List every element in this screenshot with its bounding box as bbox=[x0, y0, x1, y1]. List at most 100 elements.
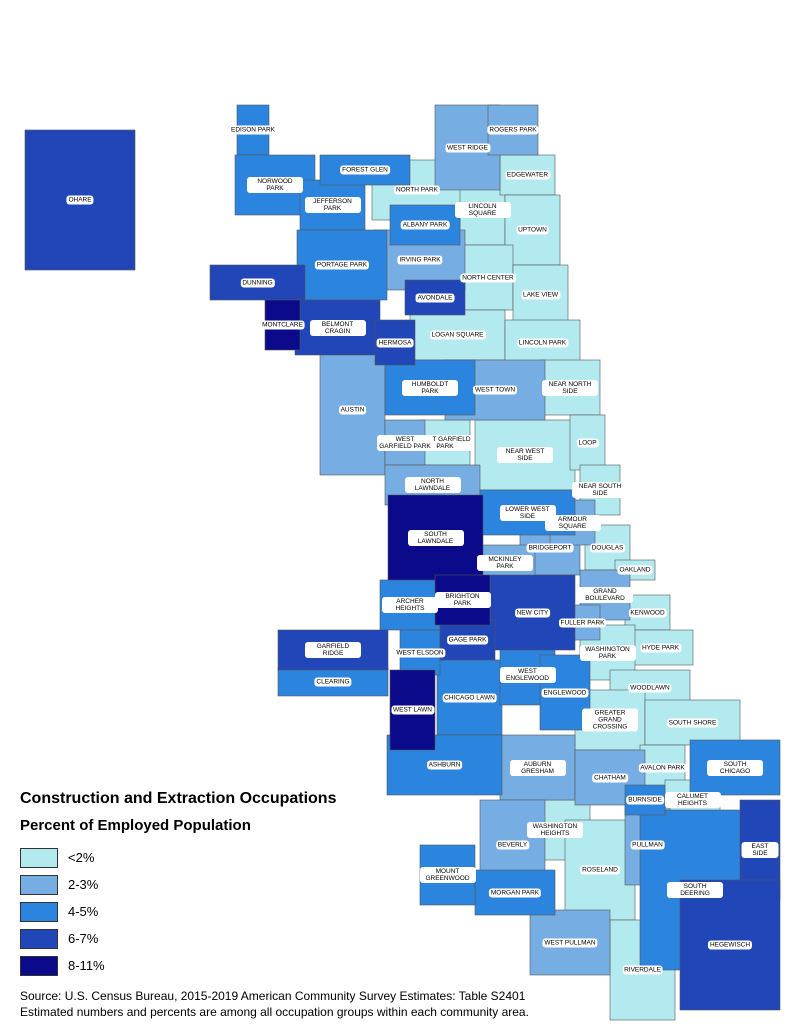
legend-swatch bbox=[20, 901, 58, 922]
area-label: ROGERS PARK bbox=[487, 125, 539, 135]
area-label: WEST ELSDON bbox=[394, 648, 446, 657]
area-label: EDISON PARK bbox=[229, 125, 277, 135]
area-label: NORTH PARK bbox=[393, 185, 441, 195]
legend-swatch bbox=[20, 928, 58, 949]
area-label: GAGE PARK bbox=[446, 635, 489, 645]
area-label: JEFFERSON PARK bbox=[304, 197, 361, 213]
area-label: HEGEWISCH bbox=[707, 940, 753, 950]
source-line: Source: U.S. Census Bureau, 2015-2019 Am… bbox=[20, 989, 526, 1003]
area-label: NEAR SOUTH SIDE bbox=[572, 482, 628, 498]
area-label: BRIGHTON PARK bbox=[434, 592, 491, 608]
area-label: LOWER WEST SIDE bbox=[499, 504, 556, 521]
area-label: DOUGLAS bbox=[589, 543, 626, 552]
area-label: CHICAGO LAWN bbox=[442, 693, 497, 702]
map-subtitle: Percent of Employed Population bbox=[20, 817, 251, 834]
area-label: ROSELAND bbox=[580, 865, 620, 875]
area-label: CLEARING bbox=[314, 677, 352, 687]
area-label: OAKLAND bbox=[617, 565, 653, 575]
area-label: FULLER PARK bbox=[558, 618, 607, 627]
area-label: LINCOLN SQUARE bbox=[454, 202, 511, 218]
area-label: WEST GARFIELD PARK bbox=[377, 434, 433, 451]
legend-label: 4-5% bbox=[68, 904, 99, 919]
map-title: Construction and Extraction Occupations bbox=[20, 790, 337, 807]
area-label: BURNSIDE bbox=[626, 795, 664, 805]
area-label: CALUMET HEIGHTS bbox=[664, 792, 721, 808]
area-label: WEST RIDGE bbox=[444, 143, 491, 152]
area-label: HYDE PARK bbox=[639, 643, 682, 652]
legend-swatch bbox=[20, 955, 58, 976]
area-label: LOGAN SQUARE bbox=[429, 330, 486, 340]
area-label: WEST LAWN bbox=[390, 705, 435, 715]
area-label: PULLMAN bbox=[630, 840, 665, 850]
community-area bbox=[277, 667, 389, 697]
area-label: WEST ENGLEWOOD bbox=[499, 667, 556, 683]
area-label: ENGLEWOOD bbox=[541, 688, 589, 697]
area-label: HUMBOLDT PARK bbox=[402, 379, 458, 396]
area-label: NEW CITY bbox=[514, 608, 551, 617]
area-label: SOUTH DEERING bbox=[667, 882, 723, 898]
legend-item: 6-7% bbox=[20, 925, 105, 952]
area-label: LAKE VIEW bbox=[520, 290, 561, 300]
legend: <2% 2-3% 4-5% 6-7% 8-11% bbox=[20, 844, 105, 979]
area-label: ASHBURN bbox=[426, 760, 463, 770]
area-label: ARCHER HEIGHTS bbox=[382, 597, 438, 613]
area-label: LINCOLN PARK bbox=[516, 338, 569, 347]
area-label: GREATER GRAND CROSSING bbox=[582, 708, 638, 732]
area-label: NEAR NORTH SIDE bbox=[542, 379, 598, 396]
area-label: FOREST GLEN bbox=[340, 165, 390, 175]
area-label: AVONDALE bbox=[415, 293, 455, 302]
area-label: NORTH CENTER bbox=[460, 273, 516, 282]
legend-swatch bbox=[20, 874, 58, 895]
area-label: EAST SIDE bbox=[741, 842, 779, 858]
legend-item: <2% bbox=[20, 844, 105, 871]
area-label: GARFIELD RIDGE bbox=[305, 642, 361, 658]
area-label: PORTAGE PARK bbox=[314, 260, 370, 270]
area-label: BELMONT CRAGIN bbox=[309, 319, 366, 336]
legend-label: 2-3% bbox=[68, 877, 99, 892]
source-note: Source: U.S. Census Bureau, 2015-2019 Am… bbox=[20, 988, 529, 1020]
area-label: NEAR WEST SIDE bbox=[497, 447, 553, 463]
area-label: WASHINGTON PARK bbox=[579, 644, 636, 661]
area-label: SOUTH LAWNDALE bbox=[407, 529, 464, 546]
area-label: WOODLAWN bbox=[628, 683, 672, 692]
area-label: UPTOWN bbox=[516, 225, 549, 235]
area-label: MORGAN PARK bbox=[488, 888, 542, 897]
area-label: OHARE bbox=[66, 195, 94, 205]
area-label: RIVERDALE bbox=[622, 965, 663, 975]
area-label: BEVERLY bbox=[495, 840, 530, 850]
area-label: BRIDGEPORT bbox=[526, 543, 574, 552]
source-line: Estimated numbers and percents are among… bbox=[20, 1005, 529, 1019]
area-label: EDGEWATER bbox=[504, 170, 551, 180]
area-label: MCKINLEY PARK bbox=[477, 554, 533, 571]
legend-label: 6-7% bbox=[68, 931, 99, 946]
area-label: AUBURN GRESHAM bbox=[509, 759, 566, 776]
area-label: AUSTIN bbox=[338, 405, 367, 415]
area-label: HERMOSA bbox=[376, 338, 414, 347]
area-label: ARMOUR SQUARE bbox=[544, 514, 601, 531]
area-label: SOUTH CHICAGO bbox=[707, 759, 763, 776]
area-label: WEST PULLMAN bbox=[542, 938, 598, 947]
legend-item: 4-5% bbox=[20, 898, 105, 925]
area-label: LOOP bbox=[576, 438, 599, 447]
area-label: AVALON PARK bbox=[638, 763, 687, 772]
area-label: WEST TOWN bbox=[472, 385, 518, 395]
area-label: MONTCLARE bbox=[260, 320, 305, 330]
area-label: NORTH LAWNDALE bbox=[404, 477, 461, 493]
area-label: ALBANY PARK bbox=[400, 220, 450, 230]
area-label: DUNNING bbox=[240, 278, 275, 287]
area-label: CHATHAM bbox=[592, 773, 628, 782]
area-label: IRVING PARK bbox=[397, 255, 443, 265]
legend-label: <2% bbox=[68, 850, 95, 865]
area-label: WASHINGTON HEIGHTS bbox=[527, 822, 583, 838]
area-label: KENWOOD bbox=[628, 608, 667, 617]
area-label: SOUTH SHORE bbox=[666, 718, 719, 727]
legend-label: 8-11% bbox=[68, 958, 105, 973]
area-label: MOUNT GREENWOOD bbox=[419, 867, 476, 883]
legend-swatch bbox=[20, 847, 58, 868]
legend-item: 2-3% bbox=[20, 871, 105, 898]
area-label: GRAND BOULEVARD bbox=[577, 587, 633, 603]
legend-item: 8-11% bbox=[20, 952, 105, 979]
area-label: NORWOOD PARK bbox=[247, 177, 303, 193]
